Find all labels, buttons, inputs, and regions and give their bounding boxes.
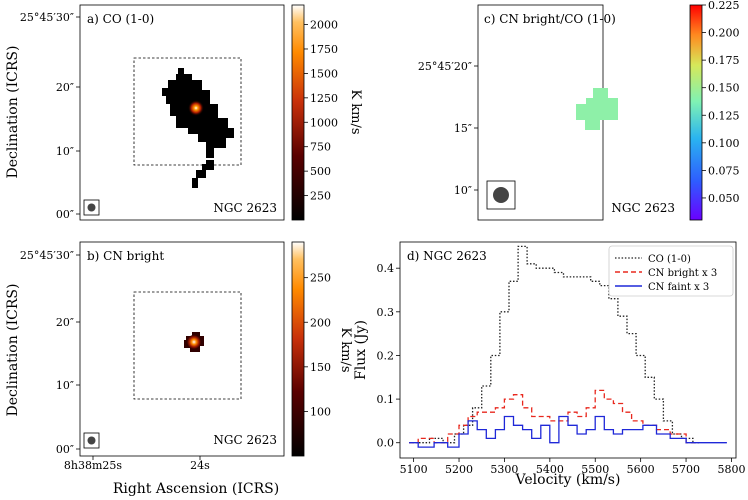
panel-d-xtick-label: 5200 bbox=[445, 463, 473, 476]
panel-c-ytick-3: 10″ bbox=[454, 184, 472, 197]
panel-c-colorbar-tick-label: 0.050 bbox=[708, 192, 740, 205]
panel-b-colorbar-tick-label: 150 bbox=[310, 361, 331, 374]
panel-d-legend: CO (1-0) CN bright x 3 CN faint x 3 bbox=[608, 245, 734, 297]
panel-a: a) CO (1-0) NGC 2623 25°45′30″ 20″ 10″ 0… bbox=[5, 4, 363, 221]
panel-d-ytick-label: 0.2 bbox=[377, 349, 395, 362]
panel-c-colorbar-tick-label: 0.150 bbox=[708, 82, 740, 95]
panel-c-ytick-2: 15″ bbox=[454, 122, 472, 135]
panel-d-ytick-label: 0.1 bbox=[377, 393, 395, 406]
panel-d-xtick-label: 5400 bbox=[536, 463, 564, 476]
panel-c-colorbar-tick-label: 0.125 bbox=[708, 109, 740, 122]
panel-b-label: b) CN bright bbox=[87, 249, 164, 263]
panel-b-colorbar bbox=[291, 241, 305, 457]
panel-a-beam-box bbox=[83, 199, 100, 216]
panel-a-colorbar-tick-label: 500 bbox=[310, 165, 331, 178]
panel-c-label: c) CN bright/CO (1-0) bbox=[484, 12, 616, 26]
panel-b-colorbar-tick-label: 250 bbox=[310, 272, 331, 285]
panel-a-colorbar-tick-label: 1250 bbox=[310, 92, 338, 105]
panel-d-axes: 5100 5200 5300 5400 5500 5600 5700 5800 0.0 0.1 0.… bbox=[377, 262, 746, 476]
panel-a-ytick-1: 25°45′30″ bbox=[20, 11, 74, 24]
panel-a-galaxy: NGC 2623 bbox=[213, 201, 277, 215]
legend-co-label: CO (1-0) bbox=[648, 254, 691, 265]
panel-a-yticks: 25°45′30″ 20″ 10″ 00″ bbox=[20, 11, 80, 221]
panel-b-ytick-3: 10″ bbox=[56, 379, 74, 392]
panel-a-ytick-3: 10″ bbox=[56, 145, 74, 158]
panel-a-colorbar-ticks: 250 500 750 1000 1250 1500 1750 2000 bbox=[304, 19, 338, 203]
panel-d-xtick-label: 5800 bbox=[717, 463, 745, 476]
panel-c-colorbar-tick-label: 0.075 bbox=[708, 164, 740, 177]
cn-bright-peak bbox=[187, 335, 201, 349]
panel-a-colorbar-tick-label: 1500 bbox=[310, 67, 338, 80]
panel-c-colorbar-tick-label: 0.175 bbox=[708, 54, 740, 67]
cn-co-ratio-region bbox=[576, 88, 618, 130]
panel-a-colorbar-tick-label: 1750 bbox=[310, 43, 338, 56]
panel-b-galaxy: NGC 2623 bbox=[213, 433, 277, 447]
panel-c-colorbar-tick-label: 0.100 bbox=[708, 137, 740, 150]
panel-a-colorbar-tick-label: 2000 bbox=[310, 19, 338, 32]
panel-a-zoom-box bbox=[133, 57, 242, 166]
panel-c-colorbar bbox=[689, 4, 703, 221]
panel-b-ytick-4: 00″ bbox=[56, 443, 74, 456]
spectrum-series-1 bbox=[409, 245, 700, 444]
panel-d-series bbox=[409, 245, 727, 448]
panel-d-xlabel: Velocity (km/s) bbox=[515, 472, 621, 488]
panel-d-ytick-label: 0.3 bbox=[377, 306, 395, 319]
panel-b-ytick-1: 25°45′30″ bbox=[20, 249, 74, 262]
panel-b-beam-box bbox=[83, 432, 100, 449]
co-tail-region bbox=[192, 160, 214, 188]
panel-d-xtick-label: 5700 bbox=[672, 463, 700, 476]
panel-a-ytick-4: 00″ bbox=[56, 208, 74, 221]
panel-a-colorbar-tick-label: 750 bbox=[310, 141, 331, 154]
panel-a-colorbar-tick-label: 1000 bbox=[310, 116, 338, 129]
panel-c-beam-box bbox=[486, 180, 516, 210]
panel-c-colorbar-tick-label: 0.200 bbox=[708, 27, 740, 40]
panel-b-ylabel: Declination (ICRS) bbox=[5, 284, 21, 417]
panel-b-ytick-2: 20″ bbox=[56, 316, 74, 329]
spectrum-series-2 bbox=[409, 389, 696, 444]
panel-a-label: a) CO (1-0) bbox=[87, 12, 154, 26]
panel-c-colorbar-ticks: 0.050 0.075 0.100 0.125 0.150 0.175 0.200 0.225 bbox=[702, 0, 740, 205]
panel-b-yticks: 25°45′30″ 20″ 10″ 00″ bbox=[20, 249, 80, 456]
panel-d-xtick-label: 5600 bbox=[627, 463, 655, 476]
panel-d: 5100 5200 5300 5400 5500 5600 5700 5800 0.0 0.1 0.… bbox=[353, 241, 746, 488]
panel-a-colorbar bbox=[291, 4, 305, 221]
panel-d-xtick-label: 5100 bbox=[400, 463, 428, 476]
panel-a-ytick-2: 20″ bbox=[56, 81, 74, 94]
panel-b-frame bbox=[79, 241, 285, 457]
panel-a-colorbar-tick-label: 250 bbox=[310, 190, 331, 203]
legend-box bbox=[608, 245, 734, 297]
panel-b-xtick-1: 8h38m25s bbox=[64, 459, 123, 472]
panel-a-beam bbox=[87, 203, 96, 212]
spectrum-series-3 bbox=[409, 415, 727, 448]
panel-c-yticks: 25°45′20″ 15″ 10″ bbox=[418, 60, 478, 197]
panel-d-xtick-label: 5300 bbox=[490, 463, 518, 476]
panel-c: c) CN bright/CO (1-0) NGC 2623 25°45′20″… bbox=[418, 0, 740, 221]
legend-cn-bright-label: CN bright x 3 bbox=[648, 268, 717, 279]
panel-b-xticks: 8h38m25s 24s bbox=[64, 456, 210, 472]
panel-c-colorbar-tick-label: 0.225 bbox=[708, 0, 740, 12]
panel-d-ytick-label: 0.4 bbox=[377, 262, 395, 275]
panel-b-beam bbox=[87, 436, 96, 445]
panel-b-colorbar-label: K km/s bbox=[338, 327, 353, 372]
panel-d-ytick-label: 0.0 bbox=[377, 437, 395, 450]
panel-d-ylabel: Flux (Jy) bbox=[353, 320, 369, 380]
panel-b-zoom-box bbox=[133, 291, 242, 400]
panel-b-colorbar-tick-label: 100 bbox=[310, 405, 331, 418]
panel-b: b) CN bright NGC 2623 25°45′30″ 20″ 10″ … bbox=[5, 241, 353, 497]
panel-c-beam bbox=[493, 187, 509, 203]
co-peak bbox=[188, 100, 204, 116]
legend-cn-faint-label: CN faint x 3 bbox=[648, 282, 709, 293]
panel-d-xtick-label: 5500 bbox=[581, 463, 609, 476]
panel-c-ytick-1: 25°45′20″ bbox=[418, 60, 472, 73]
panel-d-label: d) NGC 2623 bbox=[407, 249, 487, 263]
panel-a-ylabel: Declination (ICRS) bbox=[5, 46, 21, 179]
panel-b-xlabel: Right Ascension (ICRS) bbox=[113, 481, 279, 497]
panel-c-galaxy: NGC 2623 bbox=[611, 201, 675, 215]
panel-b-colorbar-ticks: 100 150 200 250 bbox=[304, 272, 331, 418]
panel-a-colorbar-label: K km/s bbox=[348, 89, 363, 134]
panel-b-xtick-2: 24s bbox=[190, 459, 210, 472]
panel-b-colorbar-tick-label: 200 bbox=[310, 316, 331, 329]
